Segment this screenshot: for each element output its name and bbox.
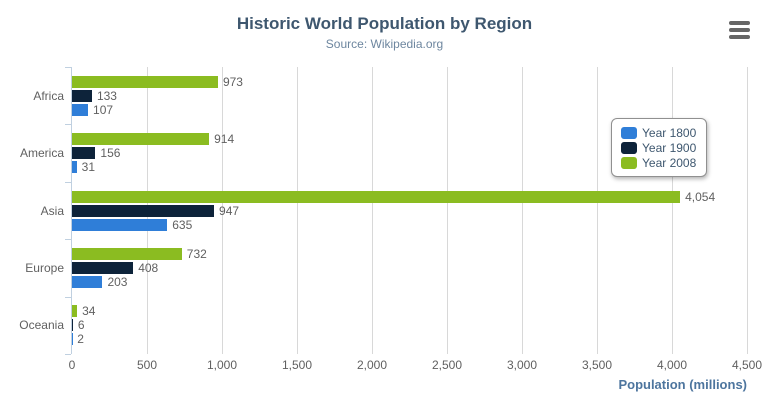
category-label-oceania: Oceania bbox=[19, 318, 64, 333]
bar-year-1900-asia[interactable] bbox=[72, 204, 215, 217]
x-axis-label: 4,500 bbox=[731, 358, 763, 372]
legend-symbol-year-2008 bbox=[621, 156, 637, 169]
bar-year-2008-africa[interactable] bbox=[72, 75, 218, 88]
legend-label: Year 1800 bbox=[642, 125, 697, 140]
hamburger-icon bbox=[728, 21, 750, 25]
x-axis-label: 3,000 bbox=[506, 358, 538, 372]
y-axis-tick bbox=[65, 181, 71, 183]
bar-year-2008-asia[interactable] bbox=[72, 190, 681, 203]
data-label-year-2008-america: 914 bbox=[214, 132, 235, 147]
legend-symbol-year-1800 bbox=[621, 126, 637, 139]
data-label-year-2008-oceania: 34 bbox=[82, 304, 96, 319]
data-label-year-2008-europe: 732 bbox=[186, 246, 207, 261]
gridline bbox=[297, 67, 298, 354]
legend: Year 1800 Year 1900 Year 2008 bbox=[611, 118, 708, 177]
x-axis-title: Population (millions) bbox=[618, 377, 747, 392]
bar-year-1900-africa[interactable] bbox=[72, 89, 92, 102]
data-label-year-1900-europe: 408 bbox=[138, 260, 159, 275]
x-axis-label: 1,500 bbox=[281, 358, 313, 372]
legend-symbol-year-1900 bbox=[621, 141, 637, 154]
data-label-year-2008-africa: 973 bbox=[222, 74, 243, 89]
bar-year-1800-africa[interactable] bbox=[72, 103, 89, 116]
x-axis-label: 0 bbox=[68, 358, 76, 372]
data-label-year-1800-asia: 635 bbox=[172, 217, 193, 232]
bar-year-2008-america[interactable] bbox=[72, 133, 210, 146]
data-label-year-1800-america: 31 bbox=[81, 160, 95, 175]
legend-label: Year 2008 bbox=[642, 155, 697, 170]
chart-subtitle: Source: Wikipedia.org bbox=[325, 37, 444, 51]
gridline bbox=[372, 67, 373, 354]
y-axis-tick bbox=[65, 354, 71, 355]
y-axis-tick bbox=[65, 124, 71, 126]
data-label-year-2008-asia: 4,054 bbox=[685, 189, 716, 204]
legend-item-year-2008[interactable]: Year 2008 bbox=[621, 155, 696, 170]
data-label-year-1900-america: 156 bbox=[100, 146, 121, 161]
category-label-africa: Africa bbox=[33, 88, 64, 103]
gridline bbox=[747, 67, 748, 354]
bar-year-1900-europe[interactable] bbox=[72, 261, 134, 274]
y-axis-tick bbox=[65, 67, 71, 68]
legend-item-year-1800[interactable]: Year 1800 bbox=[621, 125, 696, 140]
bar-year-1900-america[interactable] bbox=[72, 147, 96, 160]
y-axis-tick bbox=[65, 239, 71, 241]
y-axis-tick bbox=[65, 296, 71, 298]
x-axis-label: 500 bbox=[136, 358, 158, 372]
x-axis-label: 1,000 bbox=[206, 358, 238, 372]
bar-year-2008-europe[interactable] bbox=[72, 247, 182, 260]
data-label-year-1800-africa: 107 bbox=[93, 102, 114, 117]
bar-year-1800-asia[interactable] bbox=[72, 218, 168, 231]
data-label-year-1800-oceania: 2 bbox=[77, 332, 84, 347]
data-label-year-1900-africa: 133 bbox=[96, 88, 117, 103]
data-label-year-1900-oceania: 6 bbox=[77, 318, 85, 333]
x-axis-label: 3,500 bbox=[581, 358, 613, 372]
gridline bbox=[447, 67, 448, 354]
category-label-asia: Asia bbox=[40, 203, 64, 218]
bar-year-1800-america[interactable] bbox=[72, 161, 77, 174]
category-label-america: America bbox=[19, 146, 64, 161]
bar-year-1800-europe[interactable] bbox=[72, 275, 103, 288]
hamburger-icon bbox=[728, 35, 750, 39]
data-label-year-1900-asia: 947 bbox=[219, 203, 240, 218]
category-label-europe: Europe bbox=[25, 260, 64, 275]
legend-label: Year 1900 bbox=[642, 140, 697, 155]
x-axis-label: 2,500 bbox=[431, 358, 463, 372]
x-axis-label: 2,000 bbox=[356, 358, 388, 372]
bar-year-1900-oceania[interactable] bbox=[72, 319, 73, 332]
export-menu-button[interactable] bbox=[727, 20, 751, 40]
y-axis-line bbox=[71, 67, 72, 354]
data-label-year-1800-europe: 203 bbox=[107, 274, 128, 289]
x-axis-label: 4,000 bbox=[656, 358, 688, 372]
gridline bbox=[672, 67, 673, 354]
legend-item-year-1900[interactable]: Year 1900 bbox=[621, 140, 696, 155]
gridline bbox=[522, 67, 523, 354]
chart-title: Historic World Population by Region bbox=[236, 14, 533, 33]
gridline bbox=[597, 67, 598, 354]
hamburger-icon bbox=[728, 28, 750, 32]
bar-year-2008-oceania[interactable] bbox=[72, 305, 78, 318]
gridline bbox=[222, 67, 223, 354]
